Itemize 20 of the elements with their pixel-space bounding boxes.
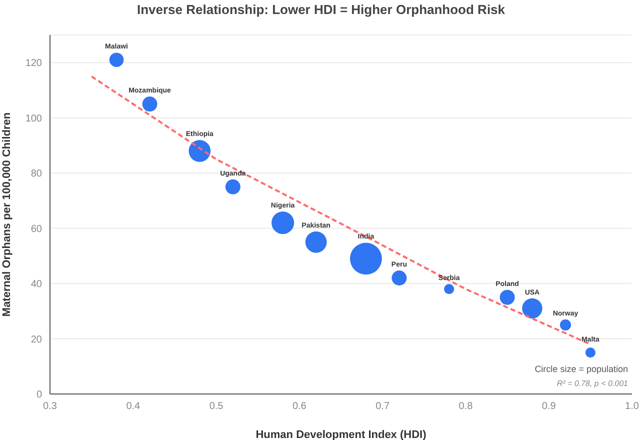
x-tick-label: 0.9 xyxy=(542,401,556,412)
y-tick-label: 120 xyxy=(25,58,42,70)
x-tick-label: 0.6 xyxy=(292,401,307,412)
x-tick-label: 0.7 xyxy=(376,401,390,412)
x-tick-label: 0.3 xyxy=(43,401,58,412)
x-tick-label: 0.8 xyxy=(458,401,474,412)
y-tick-label: 40 xyxy=(30,279,42,290)
y-tick-label: 100 xyxy=(25,113,42,124)
annotation: Circle size = population xyxy=(534,364,628,374)
y-tick-label: 60 xyxy=(30,224,42,235)
x-tick-label: 1.0 xyxy=(625,401,640,412)
y-tick-label: 0 xyxy=(36,390,42,401)
x-tick-label: 0.5 xyxy=(209,401,224,412)
y-tick-label: 80 xyxy=(30,168,42,180)
x-tick-label: 0.4 xyxy=(126,401,141,412)
chart-title: Inverse Relationship: Lower HDI = Higher Orphanhood Risk xyxy=(136,2,506,17)
y-tick-label: 20 xyxy=(30,334,42,346)
x-axis-title: Human Development Index (HDI) xyxy=(256,429,427,440)
annotation: R² = 0.78, p < 0.001 xyxy=(556,379,628,388)
y-axis-title: Maternal Orphans per 100,000 Children xyxy=(0,112,13,317)
